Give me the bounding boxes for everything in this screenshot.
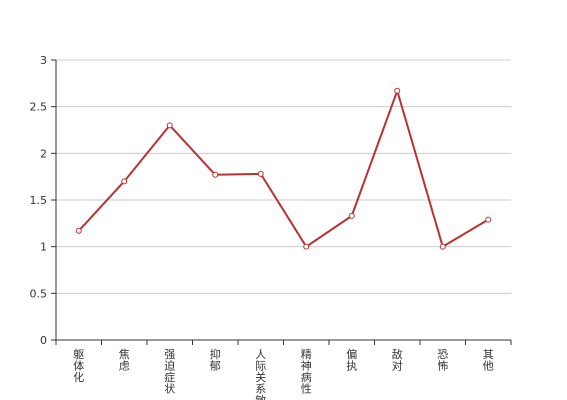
x-category-label: 其他 xyxy=(483,348,494,373)
x-category-label: 精神病性 xyxy=(301,348,312,396)
y-tick-label: 2 xyxy=(40,147,47,160)
series-line xyxy=(78,89,489,248)
data-point[interactable] xyxy=(166,122,173,129)
y-tick-label: 1 xyxy=(40,241,47,254)
y-tick-label: 0 xyxy=(40,334,47,347)
data-point[interactable] xyxy=(485,216,492,223)
y-tick-label: 0.5 xyxy=(30,287,48,300)
x-category-label: 强迫症状 xyxy=(164,348,175,396)
y-tick-label: 1.5 xyxy=(30,194,48,207)
x-category-label: 躯体化 xyxy=(73,348,84,384)
x-category-label: 偏执 xyxy=(346,347,357,373)
x-category-label: 抑郁 xyxy=(210,347,221,373)
data-point[interactable] xyxy=(75,227,82,234)
x-axis-category-labels: 躯体化 焦虑 强迫症状 抑郁 人际关系敏感 精神病性 偏执 敌对 恐怖 其他 xyxy=(73,347,494,400)
data-point[interactable] xyxy=(394,87,401,94)
axes xyxy=(51,59,512,345)
x-category-label: 恐怖 xyxy=(437,348,448,373)
y-tick-label: 3 xyxy=(40,54,47,67)
data-point[interactable] xyxy=(348,212,355,219)
data-point[interactable] xyxy=(212,171,219,178)
data-point[interactable] xyxy=(257,170,264,177)
x-category-label: 焦虑 xyxy=(119,348,130,373)
data-point[interactable] xyxy=(439,243,446,250)
y-axis-tick-labels: 0 0.5 1 1.5 2 2.5 3 xyxy=(30,54,48,347)
x-category-label: 人际关系敏感 xyxy=(255,348,266,400)
grid-lines xyxy=(56,59,511,294)
data-series xyxy=(75,87,492,250)
data-point[interactable] xyxy=(121,178,128,185)
y-tick-label: 2.5 xyxy=(30,101,48,114)
data-point[interactable] xyxy=(303,243,310,250)
x-category-label: 敌对 xyxy=(392,347,403,373)
